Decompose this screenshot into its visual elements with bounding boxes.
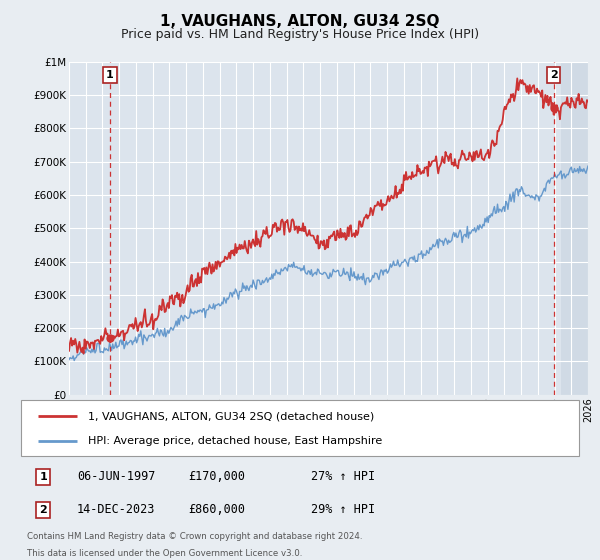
Text: 1: 1 bbox=[40, 472, 47, 482]
Text: 29% ↑ HPI: 29% ↑ HPI bbox=[311, 503, 375, 516]
Text: 14-DEC-2023: 14-DEC-2023 bbox=[77, 503, 155, 516]
FancyBboxPatch shape bbox=[21, 400, 579, 456]
Text: 06-JUN-1997: 06-JUN-1997 bbox=[77, 470, 155, 483]
Text: This data is licensed under the Open Government Licence v3.0.: This data is licensed under the Open Gov… bbox=[26, 549, 302, 558]
Text: 2: 2 bbox=[40, 505, 47, 515]
Text: 2: 2 bbox=[550, 70, 557, 80]
Bar bbox=[561, 62, 596, 395]
Text: HPI: Average price, detached house, East Hampshire: HPI: Average price, detached house, East… bbox=[88, 436, 382, 446]
Text: Price paid vs. HM Land Registry's House Price Index (HPI): Price paid vs. HM Land Registry's House … bbox=[121, 28, 479, 41]
Text: 1, VAUGHANS, ALTON, GU34 2SQ (detached house): 1, VAUGHANS, ALTON, GU34 2SQ (detached h… bbox=[88, 411, 374, 421]
Text: £860,000: £860,000 bbox=[188, 503, 245, 516]
Text: £170,000: £170,000 bbox=[188, 470, 245, 483]
Text: 1: 1 bbox=[106, 70, 114, 80]
Text: Contains HM Land Registry data © Crown copyright and database right 2024.: Contains HM Land Registry data © Crown c… bbox=[26, 533, 362, 542]
Text: 27% ↑ HPI: 27% ↑ HPI bbox=[311, 470, 375, 483]
Text: 1, VAUGHANS, ALTON, GU34 2SQ: 1, VAUGHANS, ALTON, GU34 2SQ bbox=[160, 14, 440, 29]
